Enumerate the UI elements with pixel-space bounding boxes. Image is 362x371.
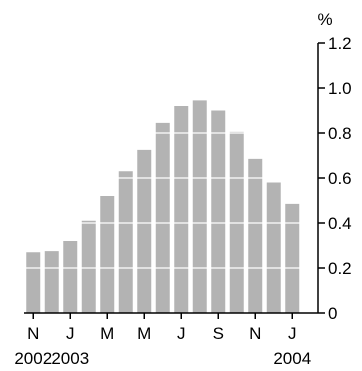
x-tick-label: J [288,324,297,343]
y-tick-label: 1.2 [328,34,352,53]
bar-2002-12 [44,251,59,314]
bar-2003-07 [174,106,189,313]
bar-2003-11 [248,158,263,313]
bar-2003-06 [155,122,170,314]
bars-group [26,100,300,314]
x-tick-label: M [137,324,151,343]
bar-2003-02 [81,220,96,313]
x-tick-label: N [249,324,261,343]
x-tick-label: J [66,324,75,343]
y-tick-label: 0.6 [328,169,352,188]
y-tick-label: 0.2 [328,259,352,278]
bar-2004-01 [285,203,300,314]
bar-2003-08 [192,100,207,314]
y-tick-label: 0 [328,304,337,323]
year-label: 2002 [14,349,52,368]
y-tick-label: 0.8 [328,124,352,143]
bar-2003-04 [118,171,133,313]
y-tick-label: 1.0 [328,79,352,98]
bar-2003-12 [266,182,281,313]
x-tick-label: S [213,324,224,343]
unit-label: % [317,10,332,29]
year-label: 2003 [51,349,89,368]
bar-2003-05 [137,149,152,314]
y-ticks-group: 0 0.2 0.4 0.6 0.8 1.0 1.2 [318,34,352,323]
y-tick-label: 0.4 [328,214,352,233]
bar-2003-01 [63,241,78,313]
x-tick-label: M [100,324,114,343]
bar-2002-11 [26,252,41,313]
bar-2003-03 [100,196,115,313]
x-tick-label: N [27,324,39,343]
x-tick-label: J [177,324,186,343]
year-label: 2004 [273,349,311,368]
x-ticks-group: N J M M J S N J 2002 2003 2004 [14,313,311,368]
bar-2003-09 [211,110,226,313]
gridlines-group [24,42,318,269]
